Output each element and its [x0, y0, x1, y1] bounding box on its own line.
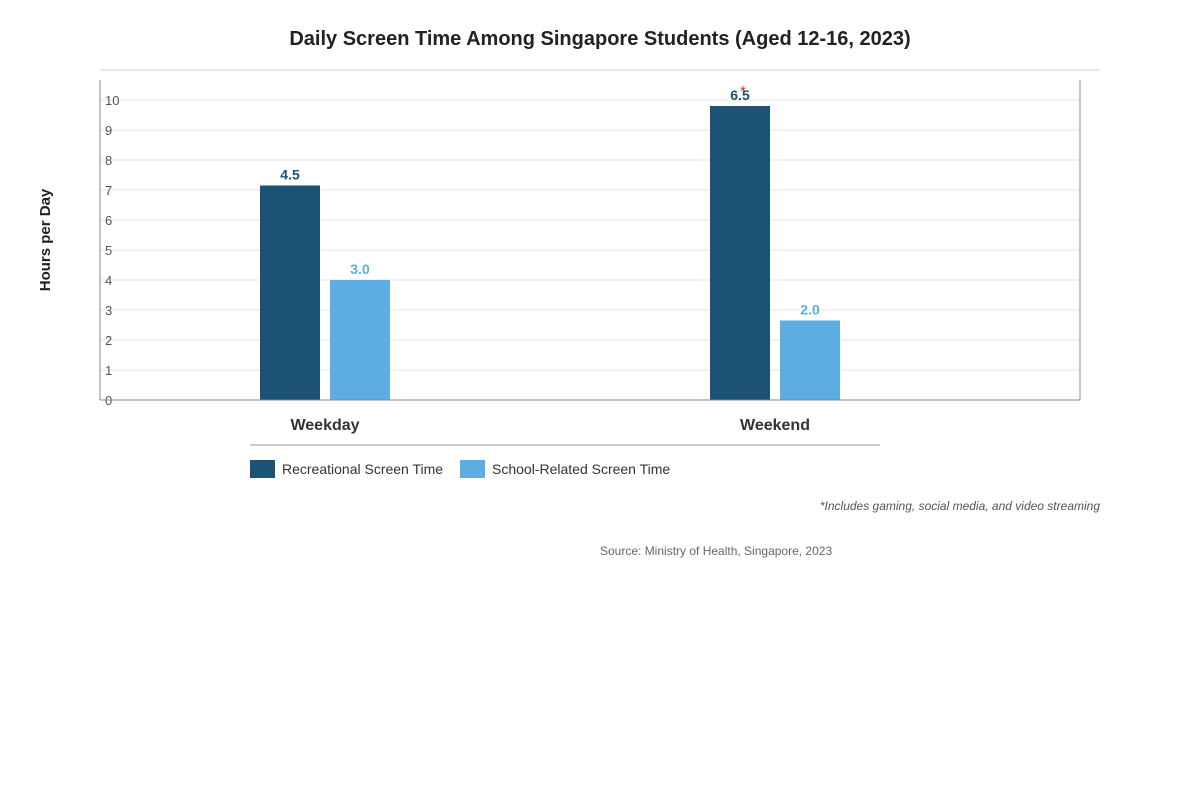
category-label: Weekend: [740, 417, 810, 434]
legend-label: Recreational Screen Time: [282, 461, 443, 477]
y-tick-label: 1: [105, 363, 112, 378]
annotation-asterisk: *: [740, 83, 746, 100]
chart-title: Daily Screen Time Among Singapore Studen…: [289, 28, 910, 50]
data-label: 2.0: [800, 302, 820, 318]
bars: [260, 106, 840, 400]
data-labels: 4.5 3.0 6.5* 2.0: [280, 83, 820, 318]
bar: [330, 280, 390, 400]
y-tick-label: 6: [105, 213, 112, 228]
y-tick-label: 2: [105, 333, 112, 348]
category-label: Weekday: [290, 417, 359, 434]
legend-swatch: [460, 460, 485, 478]
legend: Recreational Screen Time School-Related S…: [250, 460, 670, 478]
y-tick-label: 7: [105, 183, 112, 198]
y-axis-label: Hours per Day: [37, 188, 54, 291]
footnote: *Includes gaming, social media, and vide…: [820, 499, 1100, 513]
y-tick-label: 10: [105, 93, 119, 108]
data-label: 4.5: [280, 167, 300, 183]
y-tick-label: 5: [105, 243, 112, 258]
bar: [780, 320, 840, 400]
source-note: Source: Ministry of Health, Singapore, 2…: [600, 544, 832, 558]
y-tick-label: 3: [105, 303, 112, 318]
legend-label: School-Related Screen Time: [492, 461, 670, 477]
bar: [260, 185, 320, 400]
bar: [710, 106, 770, 400]
data-label: 6.5: [730, 87, 750, 103]
y-tick-label: 9: [105, 123, 112, 138]
data-label: 3.0: [350, 261, 370, 277]
legend-swatch: [250, 460, 275, 478]
x-axis-categories: Weekday Weekend: [290, 417, 810, 434]
y-tick-label: 8: [105, 153, 112, 168]
grid-lines: [100, 99, 1080, 371]
y-tick-label: 4: [105, 273, 112, 288]
